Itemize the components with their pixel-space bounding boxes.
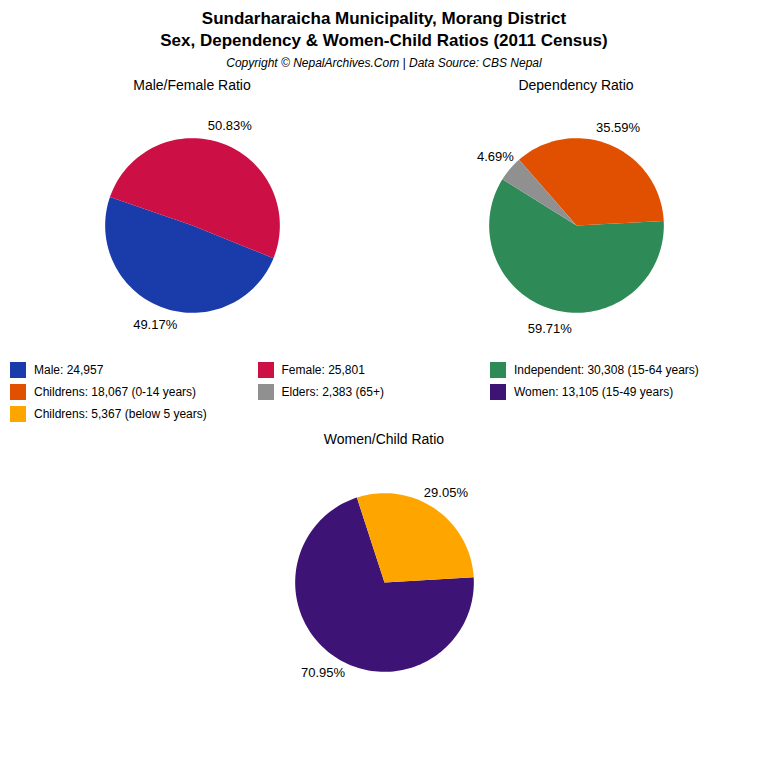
- svg-text:29.05%: 29.05%: [424, 485, 469, 500]
- svg-text:70.95%: 70.95%: [301, 665, 346, 680]
- html-text:Copyright © NepalArchives.Com: Copyright © NepalArchives.Com | Data Sou…: [226, 56, 542, 70]
- html-text:Women/Child Ratio: Women/Child Ratio: [323, 431, 445, 447]
- html-text:Female: 25,801: Female: 25,801: [281, 363, 365, 377]
- svg-text:50.83%: 50.83%: [208, 118, 253, 133]
- html-text:Dependency Ratio: Dependency Ratio: [518, 77, 634, 93]
- html-text:Male/Female Ratio: Male/Female Ratio: [133, 77, 251, 93]
- html-text:Women: 13,105 (15-49 years): Women: 13,105 (15-49 years): [514, 385, 674, 399]
- html-text:Childrens: 5,367 (below 5 year: Childrens: 5,367 (below 5 years): [34, 407, 207, 421]
- svg-text:49.17%: 49.17%: [133, 317, 178, 332]
- html-text:Sundarharaicha Municipality, M: Sundarharaicha Municipality, Morang Dist…: [201, 9, 567, 28]
- svg-text:59.71%: 59.71%: [528, 321, 573, 336]
- html-text:Elders: 2,383 (65+): Elders: 2,383 (65+): [281, 385, 384, 399]
- html-text:Independent: 30,308 (15-64 yea: Independent: 30,308 (15-64 years): [514, 363, 699, 377]
- html-text:Sex, Dependency & Women-Child: Sex, Dependency & Women-Child Ratios (20…: [160, 31, 608, 50]
- html-text:Childrens: 18,067 (0-14 years): Childrens: 18,067 (0-14 years): [34, 385, 197, 399]
- svg-text:4.69%: 4.69%: [477, 149, 514, 164]
- html-text:Male: 24,957: Male: 24,957: [34, 363, 104, 377]
- svg-text:35.59%: 35.59%: [596, 120, 641, 135]
